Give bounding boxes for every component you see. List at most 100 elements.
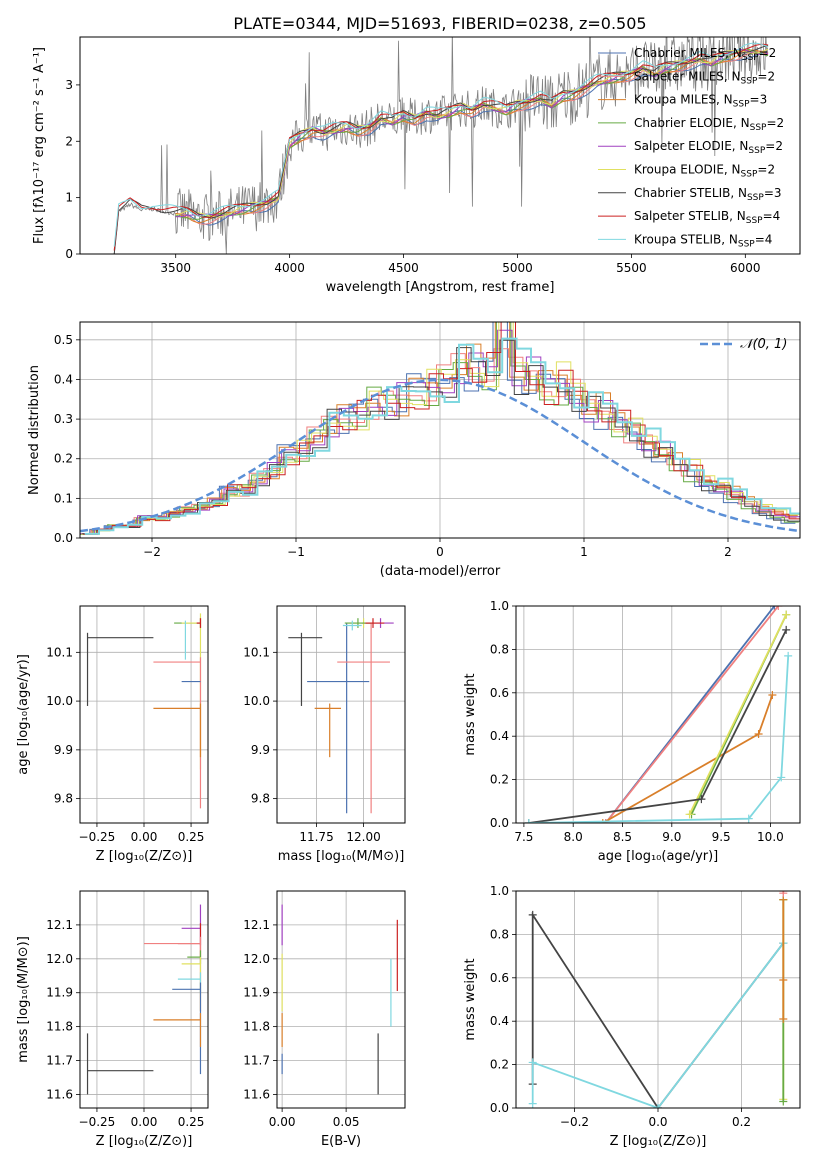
x-tick-label: −1: [287, 545, 305, 559]
x-tick-label: 0.25: [178, 1115, 205, 1129]
legend-entry: 𝒩(0, 1): [740, 337, 787, 352]
x-tick-label: 8.5: [613, 830, 632, 844]
y-tick-label: 10.0: [243, 694, 270, 708]
x-tick-label: −0.25: [79, 830, 116, 844]
weight-marker-kroupa_miles: [779, 975, 788, 984]
y-tick-label: 12.0: [243, 952, 270, 966]
age_vs_Z-plot-area: [86, 613, 202, 809]
y-axis-label: mass weight: [463, 673, 478, 755]
legend-entry: Kroupa STELIB, NSSP=4: [634, 232, 772, 249]
y-tick-label: 0.6: [490, 971, 509, 985]
x-tick-label: 9.5: [712, 830, 731, 844]
x-tick-label: 6000: [730, 261, 761, 275]
y-tick-label: 1.0: [490, 599, 509, 613]
age_vs_mass-plot-area: [288, 618, 394, 814]
x-axis-label: E(B-V): [321, 1134, 361, 1149]
x-tick-label: 8.0: [564, 830, 583, 844]
weight-marker-chabrier_miles: [770, 606, 779, 610]
weight-line-kroupa_stelib: [528, 655, 790, 823]
residual-histogram-salpeter_stelib: [83, 322, 800, 535]
weight-marker-kroupa_elodie: [782, 610, 791, 619]
residual-legend: 𝒩(0, 1): [700, 337, 787, 352]
y-axis-label: mass weight: [463, 958, 478, 1040]
y-tick-label: 9.8: [54, 792, 73, 806]
y-tick-label: 11.6: [46, 1087, 73, 1101]
x-tick-label: 7.5: [514, 830, 533, 844]
y-tick-label: 11.8: [243, 1020, 270, 1034]
x-tick-label: 0.0: [648, 1115, 667, 1129]
residual-histogram-salpeter_miles: [80, 348, 797, 535]
x-axis-label: age [log₁₀(age/yr)]: [598, 849, 719, 864]
axes-frame: [276, 890, 406, 1109]
y-axis-label: age [log₁₀(age/yr)]: [16, 654, 31, 775]
y-tick-label: 2: [65, 134, 73, 148]
axes-frame: [79, 890, 209, 1109]
y-tick-label: 12.1: [46, 918, 73, 932]
model-line-salpeter_stelib: [113, 43, 769, 251]
residual-histogram-kroupa_stelib: [84, 337, 800, 535]
figure-title: PLATE=0344, MJD=51693, FIBERID=0238, z=0…: [233, 14, 646, 33]
legend-entry: Salpeter ELODIE, NSSP=2: [634, 139, 783, 156]
x-tick-label: 2: [724, 545, 732, 559]
y-tick-label: 12.0: [46, 952, 73, 966]
weight-marker-kroupa_stelib: [524, 819, 533, 823]
y-tick-label: 11.9: [243, 986, 270, 1000]
legend-entry: Chabrier STELIB, NSSP=3: [634, 186, 782, 203]
y-tick-label: 0.2: [54, 452, 73, 466]
gaussian-curve: [80, 378, 800, 533]
x-tick-label: −0.25: [79, 1115, 116, 1129]
legend-entry: Chabrier ELODIE, NSSP=2: [634, 116, 784, 133]
x-tick-label: 1: [580, 545, 588, 559]
legend-entry: Salpeter STELIB, NSSP=4: [634, 209, 780, 226]
weight-marker-kroupa_stelib: [528, 1099, 537, 1108]
residual-histogram-chabrier_elodie: [80, 322, 799, 535]
y-tick-label: 0.4: [490, 729, 509, 743]
legend-entry: Salpeter MILES, NSSP=2: [634, 69, 775, 86]
model-line-chabrier_elodie: [175, 48, 769, 220]
axes-frame: [515, 605, 801, 824]
x-tick-label: 4500: [388, 261, 419, 275]
y-tick-label: 12.1: [243, 918, 270, 932]
model-line-chabrier_miles: [175, 51, 769, 226]
weight-marker-kroupa_miles: [768, 690, 777, 699]
y-tick-label: 10.1: [46, 645, 73, 659]
weight-marker-kroupa_stelib: [777, 773, 786, 782]
y-tick-label: 0.8: [490, 642, 509, 656]
y-tick-label: 0.0: [54, 531, 73, 545]
x-tick-label: −2: [143, 545, 161, 559]
weight-marker-kroupa_miles: [779, 1015, 788, 1024]
mass_vs_Z-panel: −0.25 0.00 0.25 11.6 11.7 11.8 11.9 12.0 12.1 Z […: [16, 890, 209, 1149]
weight-marker-kroupa_stelib: [744, 814, 753, 823]
weight-marker-salpeter_miles: [779, 891, 788, 895]
axes-frame: [79, 36, 801, 255]
legend-entry: Kroupa ELODIE, NSSP=2: [634, 163, 775, 180]
axes-frame: [79, 321, 801, 539]
weight-marker-kroupa_miles: [754, 730, 763, 739]
y-tick-label: 11.6: [243, 1087, 270, 1101]
x-tick-label: −0.2: [560, 1115, 589, 1129]
weight-line-kroupa_stelib: [531, 942, 785, 1108]
x-tick-label: 0.2: [732, 1115, 751, 1129]
y-tick-label: 0.1: [54, 491, 73, 505]
weight-marker-chabrier_stelib: [528, 910, 537, 919]
x-axis-label: (data-model)/error: [380, 564, 501, 579]
spectrum-panel: 3500 4000 4500 5000 5500 6000 0 1 2 3 wavelength […: [32, 36, 801, 295]
y-tick-label: 10.1: [243, 645, 270, 659]
x-tick-label: 11.75: [299, 830, 333, 844]
y-tick-label: 0.8: [490, 927, 509, 941]
x-tick-label: 5500: [616, 261, 647, 275]
x-tick-label: 4000: [274, 261, 305, 275]
x-tick-label: 12.00: [346, 830, 380, 844]
y-axis-label: mass [log₁₀(M/M⊙)]: [16, 936, 31, 1063]
y-tick-label: 11.7: [46, 1054, 73, 1068]
x-axis-label: Z [log₁₀(Z/Z⊙)]: [96, 1134, 193, 1149]
x-axis-label: wavelength [Angstrom, rest frame]: [326, 280, 555, 295]
x-tick-label: 9.0: [662, 830, 681, 844]
weight-line-kroupa_miles: [602, 694, 774, 823]
weight-marker-kroupa_stelib: [654, 1104, 662, 1108]
weight-marker-kroupa_miles: [598, 819, 607, 823]
y-axis-label: Normed distribution: [27, 365, 42, 495]
y-tick-label: 11.9: [46, 986, 73, 1000]
weight-marker-chabrier_stelib: [782, 625, 791, 634]
y-tick-label: 9.9: [54, 743, 73, 757]
